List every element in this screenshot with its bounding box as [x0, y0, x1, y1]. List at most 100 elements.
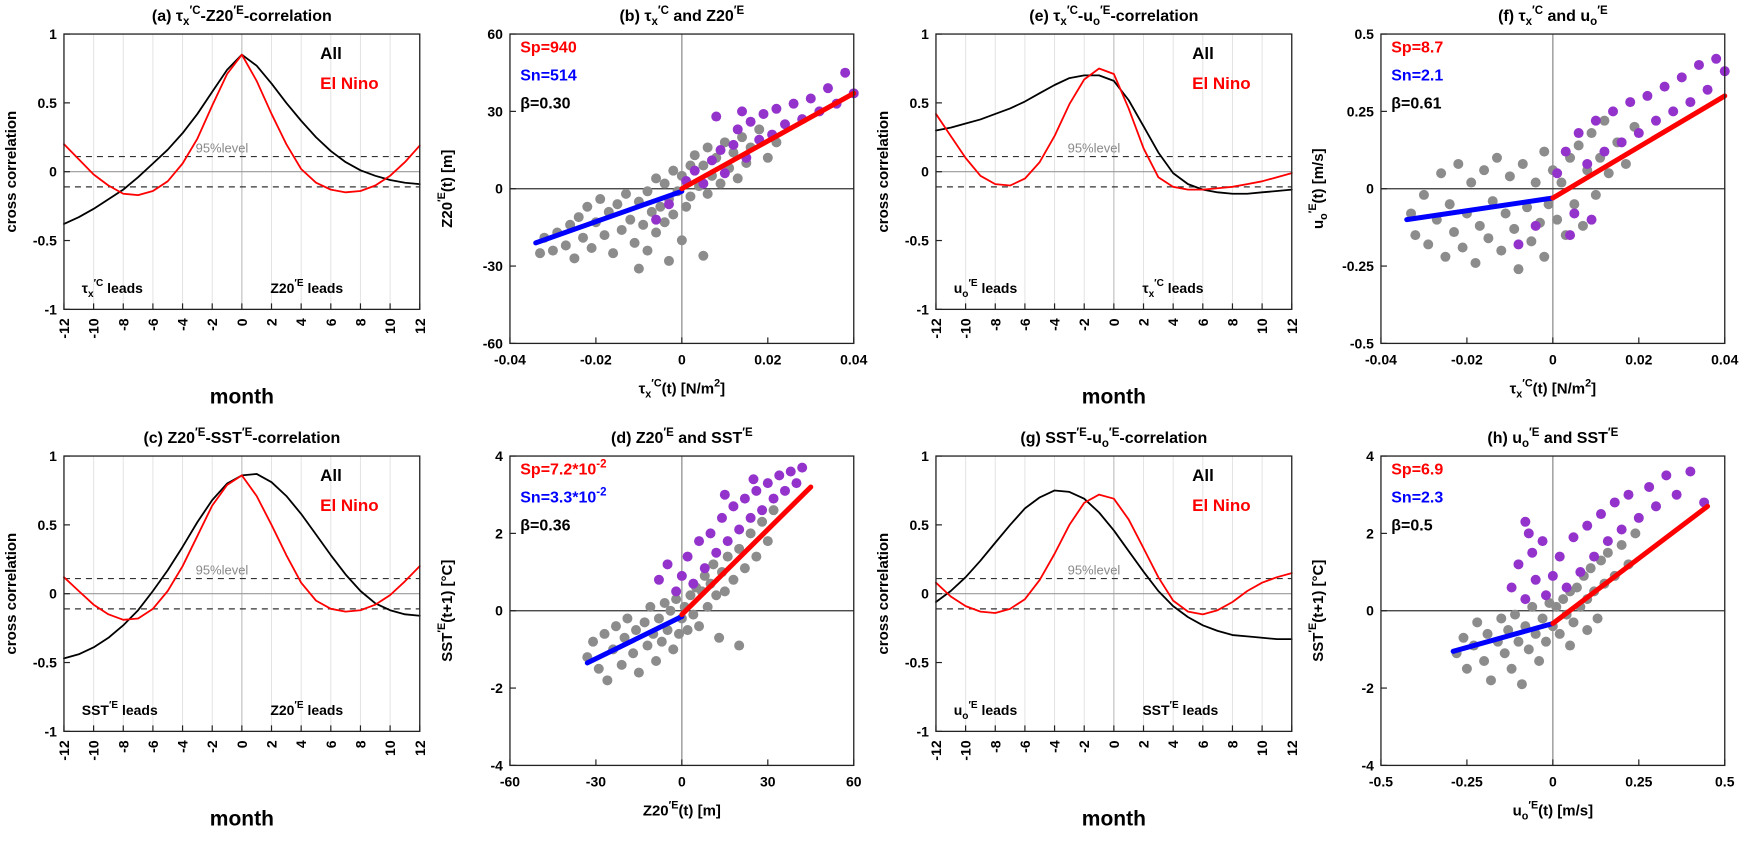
panel-f-plot: -0.04 -0.02 0 0.02 0.04 -0.5 -0.25 0 0.25 0.5 (f) …	[1307, 5, 1739, 400]
grid-lines	[1381, 34, 1726, 344]
svg-text:10: 10	[382, 740, 398, 756]
scatter-points	[534, 67, 859, 274]
axes: -0.5 -0.25 0 0.25 0.5 -4 -2 0 2 4	[1362, 448, 1735, 789]
svg-text:0: 0	[678, 351, 686, 367]
y-axis-label: uo′E(t) [m/s]	[1307, 148, 1330, 229]
svg-text:-2: -2	[490, 680, 503, 696]
svg-text:2: 2	[1366, 525, 1374, 541]
panel-title: (c) Z20′E-SST′E-correlation	[143, 427, 340, 447]
svg-text:-0.25: -0.25	[1342, 258, 1374, 274]
panel-e-plot: -12 -10 -8 -6 -4 -2 0 2 4 6 8 10 12 -1 -0.5 0 0.5 1 (e) τx…	[875, 5, 1300, 408]
regression-lines	[532, 90, 857, 246]
svg-text:Z20′E leads: Z20′E leads	[270, 699, 343, 717]
svg-text:0.5: 0.5	[909, 516, 929, 532]
svg-text:Sn=514: Sn=514	[520, 67, 577, 84]
x-axis-label: uo′E(t) [m/s]	[1513, 799, 1594, 822]
svg-text:-0.02: -0.02	[1451, 351, 1483, 367]
svg-text:1: 1	[49, 26, 57, 42]
svg-text:-0.5: -0.5	[33, 233, 57, 249]
svg-text:6: 6	[323, 740, 339, 748]
svg-text:-30: -30	[482, 258, 502, 274]
svg-text:-4: -4	[175, 318, 191, 331]
svg-text:10: 10	[1254, 740, 1270, 756]
svg-text:30: 30	[487, 103, 503, 119]
svg-text:Sn=3.3*10-2: Sn=3.3*10-2	[520, 486, 606, 506]
axes: -12 -10 -8 -6 -4 -2 0 2 4 6 8 10 12 -1 -0.5 0 0.5 1	[33, 448, 428, 761]
svg-text:El Nino: El Nino	[320, 74, 379, 93]
svg-text:-0.04: -0.04	[494, 351, 526, 367]
svg-text:8: 8	[352, 318, 368, 326]
curve-el-nino	[934, 493, 1293, 615]
svg-text:-1: -1	[45, 723, 58, 739]
annotations: All El Nino 95%level τx′C leads Z20′E leads	[82, 44, 379, 300]
svg-text:-4: -4	[1046, 740, 1062, 753]
svg-text:-12: -12	[56, 318, 72, 338]
scatter-points	[1406, 53, 1731, 275]
axes: -12 -10 -8 -6 -4 -2 0 2 4 6 8 10 12 -1 -0.5 0 0.5 1	[904, 448, 1299, 761]
scatter-points	[1451, 466, 1710, 689]
y-axis-label: cross correlation	[875, 532, 892, 654]
curve-all	[934, 74, 1293, 195]
curve-all	[934, 489, 1293, 640]
x-axis-label: month	[1081, 385, 1145, 408]
panel-title: (e) τx′C-uo′E-correlation	[1029, 5, 1198, 28]
svg-text:-1: -1	[45, 301, 58, 317]
svg-text:Sn=2.1: Sn=2.1	[1392, 67, 1444, 84]
svg-text:-12: -12	[927, 740, 943, 760]
svg-text:0: 0	[495, 181, 503, 197]
panel-e: -12 -10 -8 -6 -4 -2 0 2 4 6 8 10 12 -1 -0.5 0 0.5 1 (e) τx…	[872, 0, 1308, 422]
svg-text:τx′C leads: τx′C leads	[82, 278, 143, 300]
panel-a: -12 -10 -8 -6 -4 -2 0 2 4 6 8 10 12 -1 -0.5 0 0.5 1 (a) τx…	[0, 0, 436, 422]
svg-text:30: 30	[760, 773, 776, 789]
svg-text:Sn=2.3: Sn=2.3	[1392, 489, 1444, 506]
panel-c-plot: -12 -10 -8 -6 -4 -2 0 2 4 6 8 10 12 -1 -0.5 0 0.5 1 (c) Z2…	[3, 427, 428, 830]
svg-text:10: 10	[1254, 318, 1270, 334]
svg-text:0: 0	[1366, 602, 1374, 618]
panel-title: (a) τx′C-Z20′E-correlation	[152, 5, 332, 28]
svg-text:-6: -6	[1016, 318, 1032, 331]
svg-text:-6: -6	[1016, 740, 1032, 753]
correlation-curves	[63, 53, 421, 225]
y-axis-label: cross correlation	[3, 532, 20, 654]
svg-text:0.25: 0.25	[1347, 103, 1374, 119]
svg-text:4: 4	[293, 318, 309, 326]
svg-text:-12: -12	[927, 318, 943, 338]
svg-text:-2: -2	[1076, 740, 1092, 753]
regression-lines	[1450, 503, 1711, 654]
svg-text:-4: -4	[1362, 757, 1375, 773]
svg-text:-30: -30	[586, 773, 606, 789]
svg-text:95%level: 95%level	[1067, 562, 1120, 577]
panel-h: -0.5 -0.25 0 0.25 0.5 -4 -2 0 2 4 (h) uo′E and SST…	[1307, 422, 1743, 843]
panel-g: -12 -10 -8 -6 -4 -2 0 2 4 6 8 10 12 -1 -0.5 0 0.5 1 (g) SS…	[872, 422, 1308, 843]
svg-text:0: 0	[678, 773, 686, 789]
x-axis-label: τx′C(t) [N/m2]	[1510, 377, 1597, 400]
svg-text:1: 1	[921, 448, 929, 464]
panel-f: -0.04 -0.02 0 0.02 0.04 -0.5 -0.25 0 0.25 0.5 (f) …	[1307, 0, 1743, 422]
svg-text:0.02: 0.02	[1625, 351, 1652, 367]
svg-text:-6: -6	[145, 740, 161, 753]
svg-text:Z20′E leads: Z20′E leads	[270, 278, 343, 296]
svg-text:4: 4	[293, 740, 309, 748]
annotations: All El Nino 95%level uo′E leads τx′C leads	[953, 44, 1250, 300]
svg-text:-4: -4	[175, 740, 191, 753]
svg-text:All: All	[320, 44, 342, 63]
svg-text:-4: -4	[1046, 318, 1062, 331]
svg-text:0: 0	[1366, 181, 1374, 197]
svg-text:-10: -10	[86, 318, 102, 338]
svg-text:0.25: 0.25	[1625, 773, 1652, 789]
svg-text:2: 2	[1135, 740, 1151, 748]
svg-text:6: 6	[1194, 318, 1210, 326]
curve-el-nino	[63, 53, 421, 197]
x-axis-label: τx′C(t) [N/m2]	[638, 377, 725, 400]
svg-text:-2: -2	[1362, 680, 1375, 696]
svg-text:12: 12	[1283, 740, 1299, 756]
svg-text:0: 0	[921, 585, 929, 601]
svg-text:2: 2	[1135, 318, 1151, 326]
svg-text:0: 0	[1105, 318, 1121, 326]
annotations: Sp=7.2*10-2 Sn=3.3*10-2 β=0.36	[520, 458, 606, 534]
panel-c: -12 -10 -8 -6 -4 -2 0 2 4 6 8 10 12 -1 -0.5 0 0.5 1 (c) Z2…	[0, 422, 436, 843]
svg-text:-0.5: -0.5	[1350, 335, 1374, 351]
svg-text:Sp=940: Sp=940	[520, 40, 577, 57]
x-axis-label: month	[210, 385, 274, 408]
panel-b: -0.04 -0.02 0 0.02 0.04 -60 -30 0 30 60 (b) τx′C a…	[436, 0, 872, 422]
